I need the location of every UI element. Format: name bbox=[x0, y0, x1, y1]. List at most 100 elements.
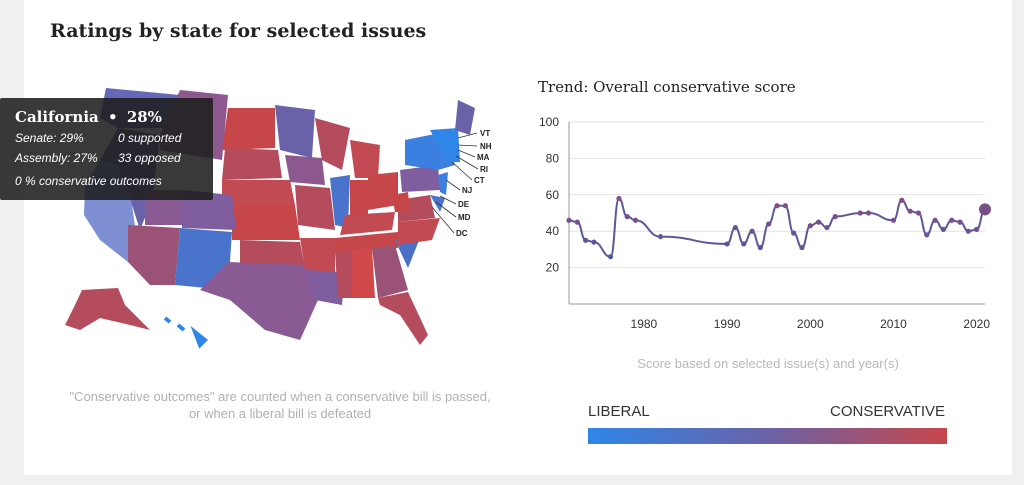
data-point[interactable] bbox=[890, 217, 897, 223]
state-kentucky[interactable] bbox=[340, 212, 395, 235]
data-point[interactable] bbox=[757, 244, 763, 251]
data-point[interactable] bbox=[965, 228, 971, 234]
tooltip-senate: Senate: 29% bbox=[15, 131, 84, 145]
state-indiana[interactable] bbox=[350, 180, 368, 215]
data-point[interactable] bbox=[782, 203, 788, 209]
tooltip-supported: 0 supported bbox=[118, 131, 182, 145]
tooltip-opposed: 33 opposed bbox=[118, 151, 181, 165]
data-point[interactable] bbox=[616, 195, 622, 202]
state-minnesota[interactable] bbox=[275, 105, 315, 158]
data-point[interactable] bbox=[574, 219, 580, 225]
data-point[interactable] bbox=[932, 217, 938, 223]
state-north-carolina[interactable] bbox=[398, 218, 440, 245]
data-point[interactable] bbox=[915, 210, 922, 216]
data-point[interactable] bbox=[741, 241, 747, 247]
data-point[interactable] bbox=[957, 219, 963, 225]
data-point[interactable] bbox=[899, 197, 905, 203]
data-point[interactable] bbox=[824, 224, 830, 231]
data-point[interactable] bbox=[857, 210, 863, 216]
tooltip-outcomes: 0 % conservative outcomes bbox=[15, 174, 162, 188]
state-maine[interactable] bbox=[455, 100, 475, 135]
legend-conservative-label: CONSERVATIVE bbox=[830, 403, 946, 420]
label-vt: VT bbox=[480, 129, 490, 138]
label-nj: NJ bbox=[462, 186, 472, 195]
data-point[interactable] bbox=[624, 214, 630, 220]
y-tick-label: 40 bbox=[546, 224, 560, 238]
data-point[interactable] bbox=[924, 232, 930, 238]
data-point[interactable] bbox=[865, 210, 872, 216]
x-tick-label: 1980 bbox=[631, 317, 658, 331]
chart-caption: Score based on selected issue(s) and yea… bbox=[637, 356, 899, 371]
state-kansas[interactable] bbox=[232, 205, 300, 240]
data-point[interactable] bbox=[949, 217, 955, 223]
data-point[interactable] bbox=[724, 241, 730, 247]
tooltip-assembly: Assembly: 27% bbox=[15, 151, 98, 165]
state-arizona[interactable] bbox=[128, 225, 180, 285]
data-point[interactable] bbox=[907, 208, 913, 214]
state-texas[interactable] bbox=[200, 262, 318, 340]
map-note-line1: "Conservative outcomes" are counted when… bbox=[69, 389, 491, 404]
data-point[interactable] bbox=[591, 239, 597, 245]
data-point[interactable] bbox=[799, 244, 805, 251]
state-ohio[interactable] bbox=[368, 172, 398, 210]
data-point[interactable] bbox=[791, 230, 797, 236]
legend-liberal-label: LIBERAL bbox=[588, 403, 650, 420]
x-tick-label: 2000 bbox=[797, 317, 824, 331]
chart-grid bbox=[569, 121, 985, 269]
data-point[interactable] bbox=[774, 203, 780, 209]
data-point[interactable] bbox=[766, 221, 772, 227]
y-tick-label: 80 bbox=[546, 151, 560, 165]
data-point[interactable] bbox=[816, 219, 822, 225]
y-tick-labels: 20 40 60 80 100 bbox=[539, 115, 559, 275]
data-point[interactable] bbox=[583, 237, 589, 243]
data-point[interactable] bbox=[749, 228, 755, 234]
state-south-carolina[interactable] bbox=[395, 238, 420, 268]
state-michigan[interactable] bbox=[350, 140, 380, 178]
y-tick-label: 100 bbox=[539, 115, 559, 129]
state-nebraska[interactable] bbox=[222, 180, 295, 205]
state-alaska[interactable] bbox=[65, 288, 150, 330]
data-point[interactable] bbox=[566, 217, 572, 223]
state-wisconsin[interactable] bbox=[315, 118, 350, 170]
tooltip-state: California bbox=[15, 108, 99, 126]
data-point[interactable] bbox=[974, 226, 980, 232]
state-georgia[interactable] bbox=[372, 245, 408, 298]
data-point[interactable] bbox=[732, 224, 739, 231]
y-tick-label: 60 bbox=[546, 188, 560, 202]
state-arkansas[interactable] bbox=[300, 238, 335, 275]
state-florida[interactable] bbox=[378, 292, 428, 345]
latest-data-point[interactable] bbox=[979, 203, 991, 216]
state-hawaii[interactable] bbox=[163, 316, 208, 349]
state-louisiana[interactable] bbox=[305, 270, 345, 305]
page-title: Ratings by state for selected issues bbox=[50, 20, 427, 42]
state-south-dakota[interactable] bbox=[222, 148, 282, 180]
series-points bbox=[566, 195, 991, 260]
state-new-england[interactable] bbox=[430, 128, 460, 162]
state-north-dakota[interactable] bbox=[222, 108, 275, 150]
x-tick-label: 2010 bbox=[880, 317, 907, 331]
state-alabama[interactable] bbox=[352, 248, 375, 298]
label-md: MD bbox=[458, 213, 471, 222]
state-new-jersey[interactable] bbox=[438, 172, 448, 195]
state-colorado[interactable] bbox=[182, 190, 236, 230]
tooltip-bullet: • bbox=[107, 108, 118, 126]
state-pennsylvania[interactable] bbox=[400, 165, 440, 192]
state-oklahoma[interactable] bbox=[240, 240, 305, 268]
state-tooltip: California • 28% Senate: 29% 0 supported… bbox=[0, 98, 213, 200]
label-ct: CT bbox=[474, 176, 485, 185]
data-point[interactable] bbox=[657, 234, 664, 240]
data-point[interactable] bbox=[807, 223, 813, 229]
state-illinois[interactable] bbox=[330, 175, 350, 228]
data-point[interactable] bbox=[940, 226, 947, 232]
label-ri: RI bbox=[480, 165, 488, 174]
state-mississippi[interactable] bbox=[335, 250, 352, 298]
label-ma: MA bbox=[477, 153, 490, 162]
data-point[interactable] bbox=[632, 217, 639, 223]
state-missouri[interactable] bbox=[295, 185, 335, 230]
data-point[interactable] bbox=[608, 254, 614, 260]
state-west-virginia[interactable] bbox=[392, 192, 410, 212]
state-iowa[interactable] bbox=[285, 155, 325, 185]
data-point[interactable] bbox=[832, 214, 838, 220]
legend-gradient-bar bbox=[588, 428, 947, 444]
